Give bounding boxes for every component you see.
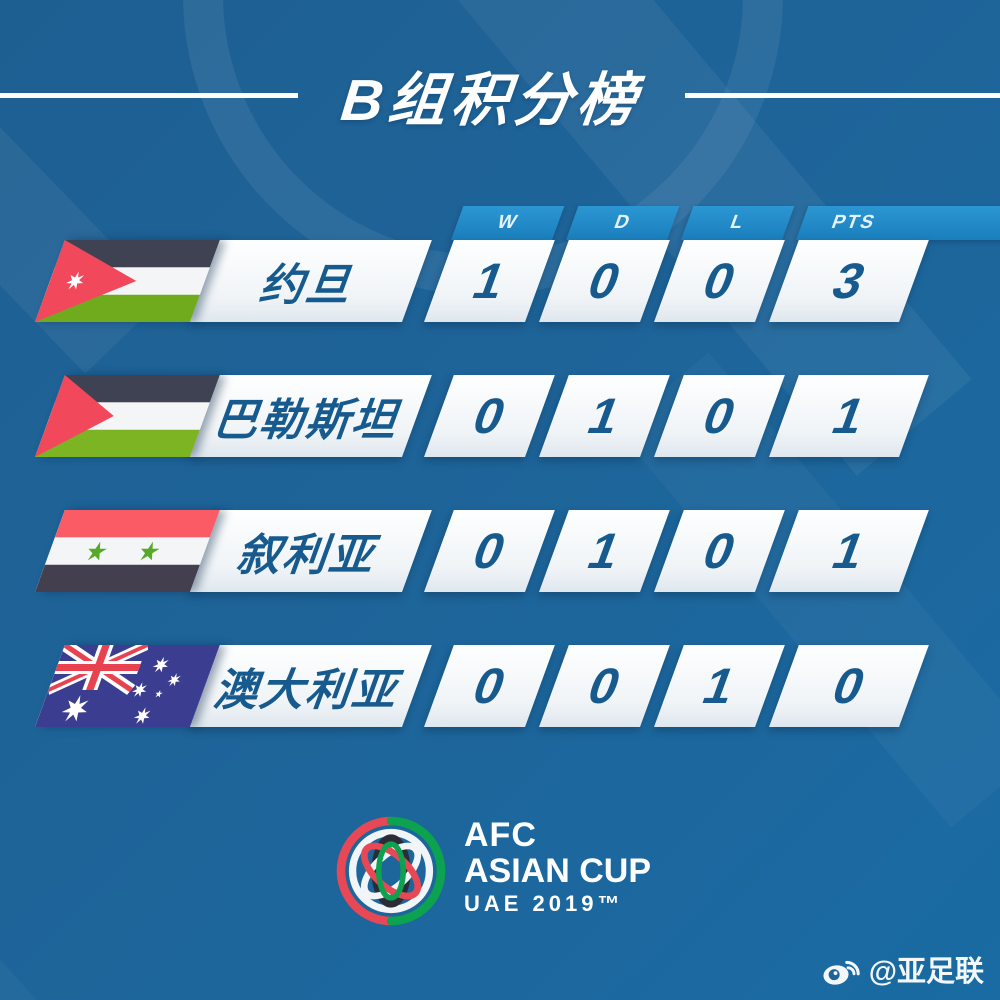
team-name: 澳大利亚 xyxy=(190,645,432,727)
title-divider-left xyxy=(0,92,298,98)
draws-value: 0 xyxy=(539,645,670,727)
afc-emblem-icon xyxy=(336,816,446,926)
losses-value: 1 xyxy=(654,645,785,727)
column-header-losses: L xyxy=(681,206,795,240)
team-name: 巴勒斯坦 xyxy=(190,375,432,457)
page-title: B组积分榜 xyxy=(338,68,644,133)
logo-line-afc: AFC xyxy=(464,816,537,854)
losses-value: 0 xyxy=(654,240,785,322)
column-header-points: PTS xyxy=(796,206,1000,240)
logo-line-uae-2019: UAE 2019™ xyxy=(464,891,624,916)
column-header-wins: W xyxy=(451,206,565,240)
column-header-draws: D xyxy=(566,206,680,240)
draws-value: 0 xyxy=(539,240,670,322)
points-value: 3 xyxy=(769,240,929,322)
weibo-watermark: @亚足联 xyxy=(820,948,984,990)
points-value: 1 xyxy=(769,375,929,457)
title-bar: B组积分榜 xyxy=(0,57,1000,133)
points-value: 1 xyxy=(769,510,929,592)
losses-value: 0 xyxy=(654,510,785,592)
team-name: 叙利亚 xyxy=(190,510,432,592)
table-row-palestine: 巴勒斯坦 0 1 0 1 xyxy=(35,375,929,457)
table-row-syria: 叙利亚 0 1 0 1 xyxy=(35,510,929,592)
jordan-flag-icon xyxy=(35,240,220,322)
title-divider-right xyxy=(684,92,1000,98)
afc-asian-cup-logo: AFC ASIAN CUP UAE 2019™ xyxy=(330,810,651,932)
team-name: 约旦 xyxy=(190,240,432,322)
table-header-row: W D L PTS xyxy=(451,206,1000,240)
background-band-pattern xyxy=(0,727,139,1000)
logo-line-asian-cup: ASIAN CUP xyxy=(464,852,652,890)
points-value: 0 xyxy=(769,645,929,727)
table-row-australia: 澳大利亚 0 0 1 0 xyxy=(35,645,929,727)
weibo-icon xyxy=(823,960,860,985)
australia-flag-icon xyxy=(35,645,220,727)
weibo-handle: @亚足联 xyxy=(868,956,984,988)
losses-value: 0 xyxy=(654,375,785,457)
table-row-jordan: 约旦 1 0 0 3 xyxy=(35,240,929,322)
palestine-flag-icon xyxy=(35,375,220,457)
afc-logo-text: AFC ASIAN CUP UAE 2019™ xyxy=(464,818,651,915)
draws-value: 1 xyxy=(539,510,670,592)
syria-flag-icon xyxy=(35,510,220,592)
draws-value: 1 xyxy=(539,375,670,457)
